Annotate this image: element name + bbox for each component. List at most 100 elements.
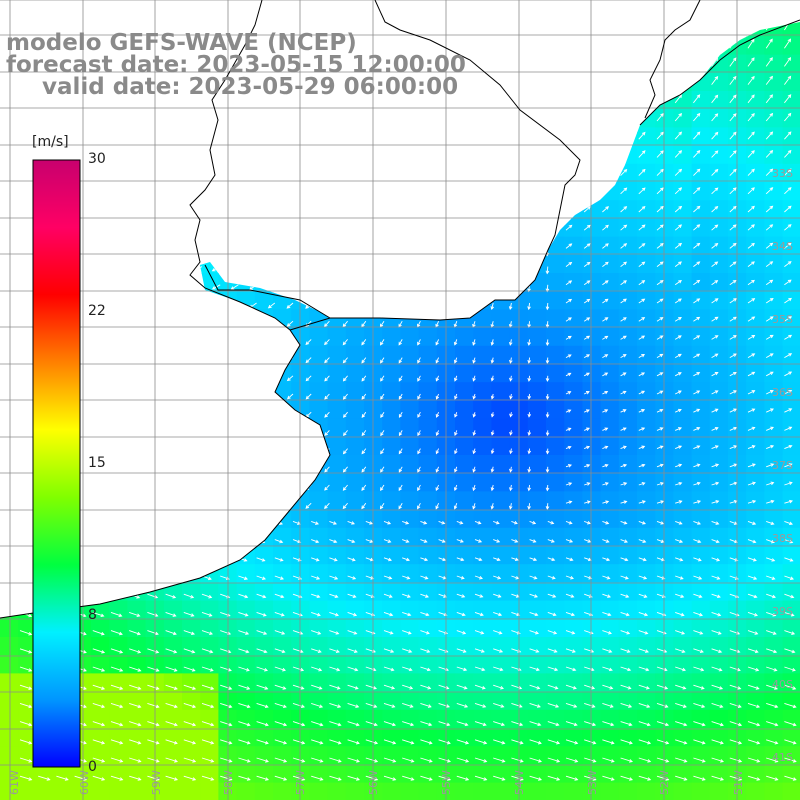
wind-arrow [638, 205, 646, 213]
wind-arrow [638, 354, 645, 358]
wind-arrow [765, 75, 773, 85]
wind-arrow [784, 648, 796, 654]
wind-arrow [656, 205, 664, 213]
wind-arrow [674, 113, 683, 122]
wind-arrow [638, 187, 646, 195]
wind-arrow [398, 302, 403, 310]
wind-arrow [365, 775, 379, 781]
wind-arrow [174, 284, 184, 290]
wind-arrow [620, 168, 628, 176]
wind-arrow [784, 75, 792, 85]
wind-arrow [238, 593, 249, 599]
colorbar-unit: [m/s] [32, 134, 69, 150]
wind-arrow [456, 739, 470, 745]
wind-arrow [493, 757, 506, 763]
wind-arrow [656, 261, 664, 267]
wind-arrow [765, 279, 774, 286]
wind-arrow [638, 243, 646, 249]
wind-arrow [565, 261, 573, 267]
lon-label-57W: 57W [294, 770, 307, 795]
wind-arrow [420, 684, 432, 690]
wind-arrow [729, 648, 741, 654]
wind-arrow [747, 390, 756, 395]
wind-arrow [747, 131, 755, 140]
wind-arrow [766, 611, 777, 617]
wind-arrow [137, 229, 148, 235]
wind-arrow [8, 245, 21, 250]
wind-arrow [347, 575, 357, 580]
wind-arrow [342, 375, 348, 382]
wind-arrow [693, 684, 705, 690]
wind-arrow [638, 113, 646, 122]
wind-arrow [526, 120, 531, 132]
wind-arrow [509, 430, 513, 436]
wind-arrow [526, 193, 531, 203]
wind-arrow [620, 539, 628, 543]
wind-arrow [693, 372, 701, 377]
wind-arrow [342, 466, 348, 473]
wind-arrow [584, 427, 590, 431]
wind-arrow [454, 412, 458, 418]
wind-arrow [693, 242, 701, 249]
wind-arrow [147, 684, 160, 690]
wind-arrow [230, 502, 239, 508]
wind-arrow [490, 302, 495, 311]
wind-arrow [238, 721, 251, 727]
wind-arrow [286, 448, 294, 454]
wind-arrow [729, 22, 737, 31]
wind-arrow [268, 375, 276, 381]
wind-arrow [583, 243, 591, 249]
wind-arrow [472, 357, 476, 364]
wind-arrow [417, 502, 421, 510]
wind-arrow [398, 502, 403, 510]
wind-arrow [474, 557, 483, 562]
wind-arrow [7, 227, 21, 232]
wind-arrow [266, 157, 276, 164]
wind-arrow [471, 84, 476, 95]
wind-arrow [456, 757, 470, 763]
wind-arrow [583, 22, 591, 31]
wind-arrow [565, 372, 572, 377]
wind-arrow [620, 739, 633, 745]
wind-arrow [584, 666, 595, 672]
wind-arrow [324, 411, 330, 418]
wind-arrow [379, 302, 385, 310]
wind-arrow [311, 557, 320, 562]
wind-arrow [638, 482, 646, 486]
wind-arrow [238, 630, 250, 635]
wind-arrow [638, 666, 650, 672]
wind-arrow [693, 648, 704, 653]
wind-arrow [117, 102, 130, 107]
wind-arrow [435, 393, 440, 400]
wind-arrow [192, 156, 203, 163]
wind-arrow [602, 539, 610, 543]
wind-arrow [129, 648, 142, 654]
wind-arrow [602, 648, 613, 653]
wind-arrow [711, 426, 719, 431]
wind-arrow [472, 375, 476, 382]
wind-arrow [402, 721, 415, 727]
wind-arrow [420, 611, 430, 617]
wind-arrow [674, 224, 682, 231]
wind-arrow [435, 466, 440, 473]
wind-arrow [81, 211, 93, 215]
wind-arrow [438, 721, 451, 727]
wind-arrow [711, 187, 719, 195]
wind-arrow [509, 375, 513, 382]
wind-arrow [155, 247, 166, 253]
wind-arrow [183, 575, 194, 581]
wind-arrow [547, 593, 557, 598]
wind-arrow [38, 775, 51, 781]
wind-arrow [137, 357, 148, 362]
wind-arrow [747, 279, 755, 286]
wind-arrow [129, 575, 140, 581]
wind-arrow [602, 409, 609, 413]
wind-arrow [402, 593, 411, 598]
wind-arrow [137, 502, 148, 507]
wind-arrow [747, 187, 755, 195]
lat-label-38S: 38S [772, 532, 793, 545]
wind-arrow [638, 463, 646, 468]
wind-arrow [365, 702, 378, 708]
wind-arrow [311, 593, 321, 599]
wind-arrow [638, 445, 646, 450]
